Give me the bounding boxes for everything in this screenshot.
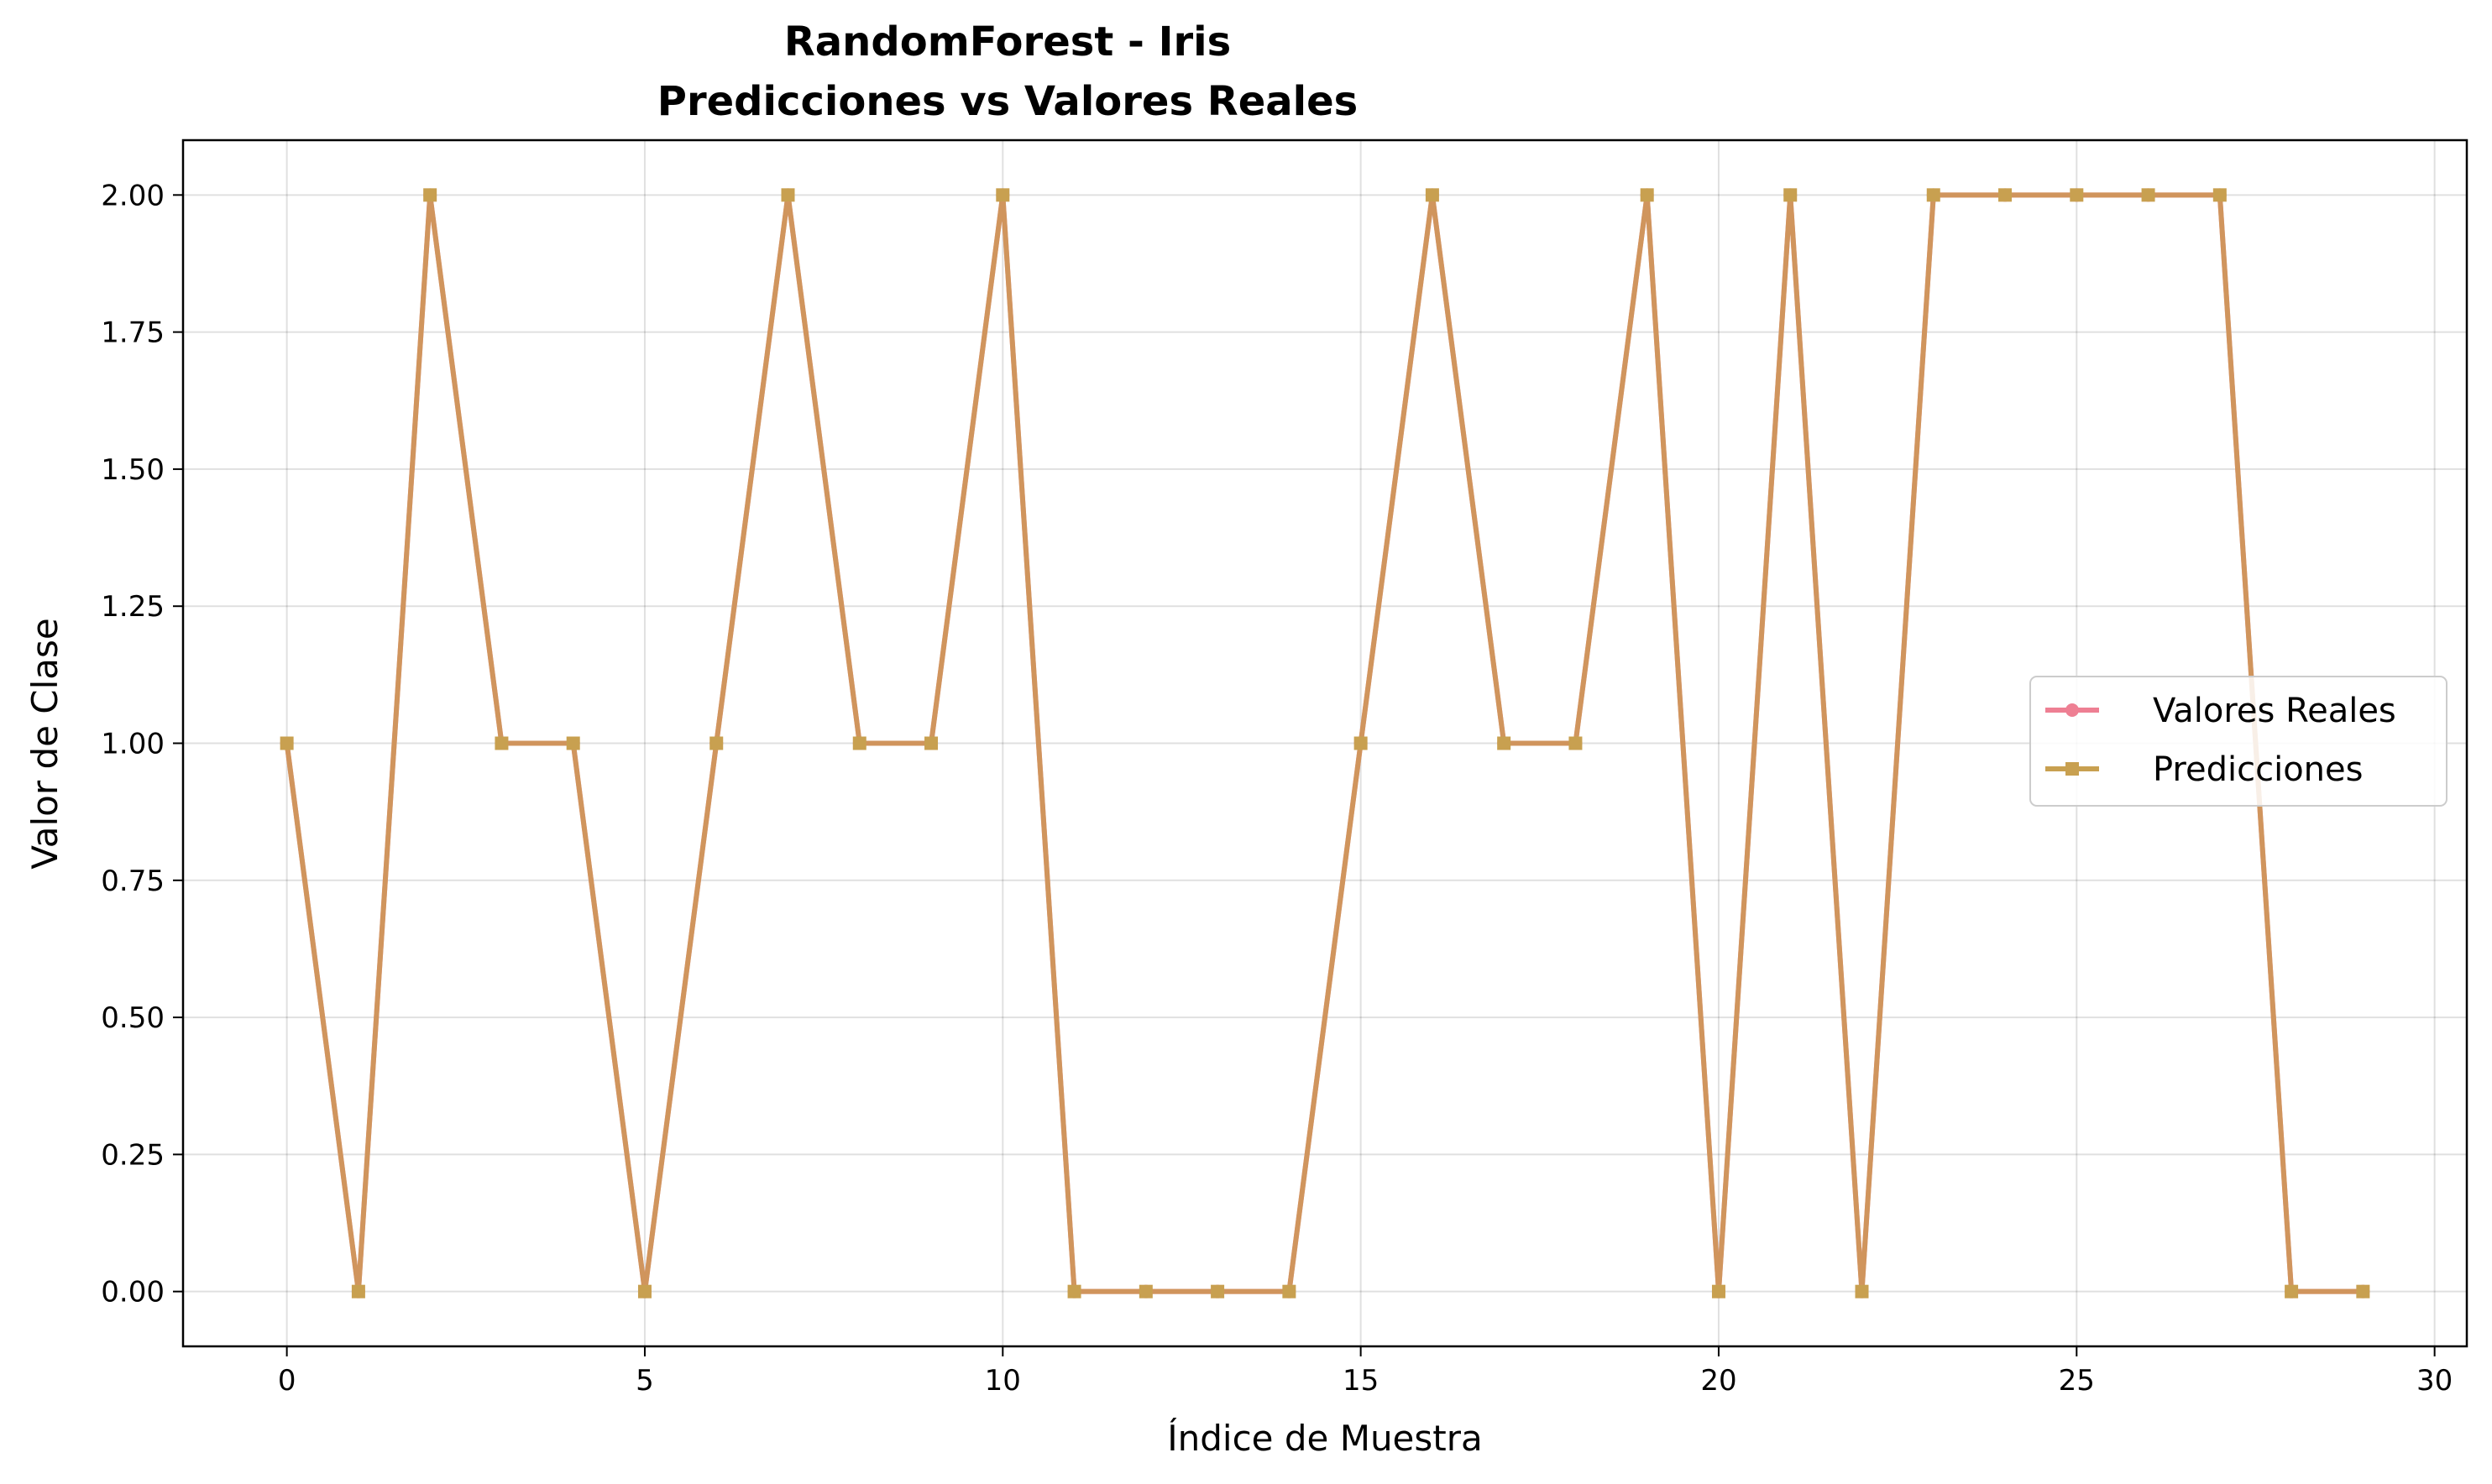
- x-tick-label: 5: [636, 1364, 654, 1398]
- data-point-predicciones: [566, 736, 580, 750]
- data-point-predicciones: [1855, 1284, 1869, 1298]
- y-tick-label: 0.75: [101, 865, 165, 898]
- series-markers: [280, 188, 2370, 1298]
- series-line-predicciones: [284, 192, 2364, 1294]
- x-axis-label: Índice de Muestra: [1167, 1417, 1483, 1459]
- data-point-predicciones: [1926, 188, 1940, 202]
- data-point-predicciones: [2212, 188, 2227, 202]
- x-tick-label: 20: [1700, 1364, 1736, 1398]
- data-point-predicciones: [852, 736, 866, 750]
- data-point-predicciones: [1282, 1284, 1296, 1298]
- data-point-predicciones: [709, 736, 724, 750]
- legend-marker-valores-reales: [2065, 703, 2079, 717]
- y-tick-label: 0.25: [101, 1138, 165, 1172]
- data-point-predicciones: [637, 1284, 652, 1298]
- y-tick-label: 0.00: [101, 1276, 165, 1309]
- y-axis-label: Valor de Clase: [24, 618, 65, 870]
- data-point-predicciones: [1067, 1284, 1081, 1298]
- x-tick-label: 15: [1343, 1364, 1379, 1398]
- data-point-predicciones: [1497, 736, 1511, 750]
- legend-marker-predicciones: [2065, 762, 2079, 776]
- data-point-predicciones: [1998, 188, 2013, 202]
- x-tick-label: 30: [2416, 1364, 2453, 1398]
- x-tick-label: 25: [2059, 1364, 2095, 1398]
- legend: Valores Reales Predicciones: [2029, 676, 2448, 807]
- data-point-predicciones: [423, 188, 437, 202]
- y-tick-label: 1.75: [101, 316, 165, 350]
- data-point-predicciones: [996, 188, 1010, 202]
- data-point-predicciones: [1425, 188, 1439, 202]
- data-point-predicciones: [1353, 736, 1368, 750]
- data-point-predicciones: [2285, 1284, 2299, 1298]
- y-tick-label: 2.00: [101, 179, 165, 212]
- data-point-predicciones: [2356, 1284, 2370, 1298]
- x-tick-label: 0: [278, 1364, 296, 1398]
- data-point-predicciones: [1139, 1284, 1153, 1298]
- x-tick-label: 10: [985, 1364, 1021, 1398]
- data-point-predicciones: [1568, 736, 1583, 750]
- data-point-predicciones: [2141, 188, 2155, 202]
- chart-title-line-2: Predicciones vs Valores Reales: [657, 78, 1358, 125]
- data-point-predicciones: [1783, 188, 1798, 202]
- y-axis-ticks: 0.00 0.25 0.50 0.75 1.00 1.25 1.50 1.75 2.00: [101, 179, 183, 1309]
- y-tick-label: 1.25: [101, 590, 165, 624]
- data-point-predicciones: [924, 736, 939, 750]
- x-axis-ticks: 0 5 10 15 20 25 30: [278, 1346, 2453, 1398]
- y-tick-label: 1.00: [101, 728, 165, 761]
- data-point-predicciones: [2070, 188, 2084, 202]
- series-lines: [284, 192, 2364, 1294]
- data-point-predicciones: [1640, 188, 1654, 202]
- data-point-predicciones: [280, 736, 294, 750]
- y-tick-label: 1.50: [101, 453, 165, 487]
- legend-box: [2029, 676, 2448, 807]
- data-point-predicciones: [495, 736, 509, 750]
- legend-label-valores-reales: Valores Reales: [2153, 692, 2396, 730]
- data-point-predicciones: [351, 1284, 365, 1298]
- data-point-predicciones: [1711, 1284, 1725, 1298]
- y-tick-label: 0.50: [101, 1001, 165, 1035]
- data-point-predicciones: [781, 188, 795, 202]
- legend-label-predicciones: Predicciones: [2153, 750, 2363, 789]
- chart-title-line-1: RandomForest - Iris: [784, 18, 1231, 65]
- data-point-predicciones: [1211, 1284, 1225, 1298]
